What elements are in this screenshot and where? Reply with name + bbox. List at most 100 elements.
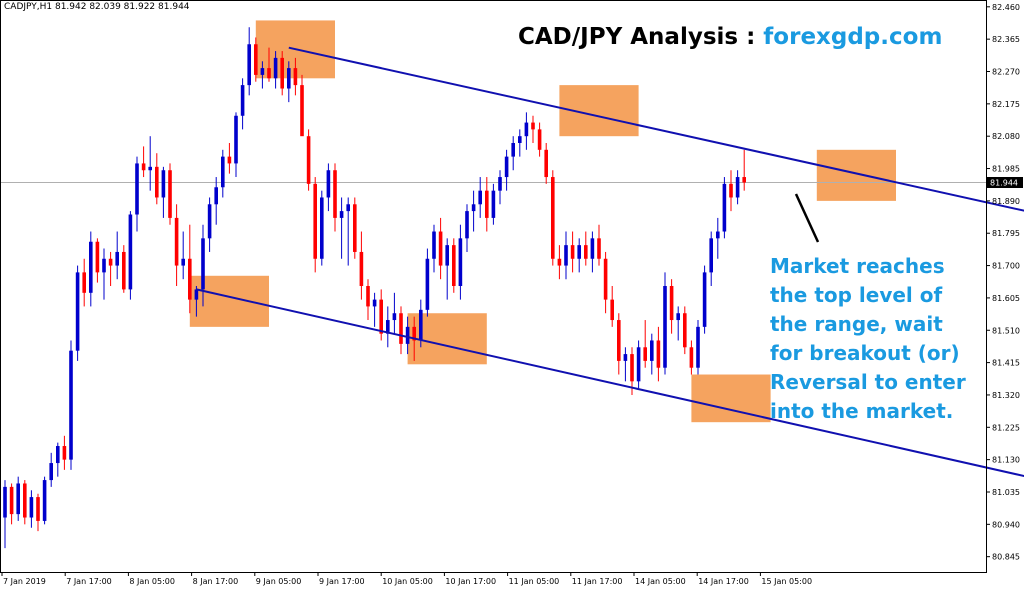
current-price-box	[987, 176, 1023, 188]
candle	[135, 156, 139, 232]
y-tick-label: 81.130	[992, 456, 1020, 465]
candle	[9, 483, 14, 525]
candle	[128, 211, 133, 300]
candle	[425, 248, 430, 317]
annotation-line: the top level of	[770, 283, 943, 307]
candle	[458, 224, 463, 300]
candle	[551, 170, 555, 266]
candle	[643, 320, 647, 368]
candle	[709, 231, 713, 286]
y-tick-label: 81.415	[992, 359, 1020, 368]
current-price-label: 81.944	[990, 178, 1018, 187]
candle	[465, 204, 469, 252]
candle	[372, 292, 377, 327]
candle	[273, 51, 278, 89]
candle	[742, 149, 746, 191]
y-tick-label: 81.795	[992, 229, 1020, 238]
candle	[36, 493, 40, 532]
trendlines	[196, 46, 1024, 478]
candle	[29, 490, 34, 528]
y-tick-label: 81.605	[992, 294, 1020, 303]
candle	[392, 292, 397, 334]
x-axis: 7 Jan 2019 7 Jan 17:00 8 Jan 05:00 8 Jan 17…	[1, 572, 812, 586]
candle	[729, 170, 733, 212]
candle	[62, 435, 67, 470]
candle	[524, 112, 529, 150]
candle	[326, 163, 331, 212]
candle	[161, 166, 166, 218]
candle	[379, 289, 383, 341]
y-tick-label: 80.940	[992, 520, 1020, 529]
candle	[696, 320, 700, 375]
candle	[201, 224, 205, 307]
candle	[511, 136, 515, 171]
candle	[95, 238, 100, 283]
annotation-line: the range, wait	[770, 312, 943, 336]
x-tick-label: 14 Jan 17:00	[698, 577, 749, 586]
candle	[141, 146, 146, 178]
candle	[16, 476, 20, 521]
y-tick-label: 82.460	[992, 3, 1020, 12]
candle	[557, 245, 562, 280]
candle	[287, 61, 291, 103]
y-tick-label: 81.225	[992, 423, 1020, 432]
candle	[181, 231, 185, 280]
annotation-line: Market reaches	[770, 254, 945, 278]
candle	[174, 204, 179, 286]
candle	[346, 197, 350, 266]
candle	[333, 163, 337, 232]
y-tick-label: 81.510	[992, 326, 1020, 335]
candle	[471, 190, 476, 232]
candle	[656, 326, 661, 382]
candle	[168, 163, 172, 225]
candle	[683, 306, 687, 355]
chart-headline: CAD/JPY Analysis : forexgdp.com	[518, 24, 942, 50]
candle	[75, 265, 80, 361]
candle	[267, 47, 271, 82]
candle	[603, 251, 608, 314]
candle	[544, 143, 548, 184]
candle	[636, 340, 641, 389]
candle	[564, 231, 568, 280]
candle	[3, 480, 7, 549]
candle	[42, 476, 47, 525]
candle	[669, 279, 674, 334]
candle	[432, 224, 436, 273]
candle	[590, 231, 595, 273]
trendline-upper	[288, 46, 1024, 212]
candle	[155, 153, 159, 205]
candle	[689, 340, 694, 375]
candle	[405, 316, 410, 355]
candle	[49, 452, 53, 487]
candle	[577, 238, 581, 273]
candle	[716, 217, 720, 259]
candle	[23, 480, 27, 525]
annotation-line: for breakout (or)	[770, 341, 960, 365]
x-tick-label: 11 Jan 05:00	[509, 577, 560, 586]
candle	[260, 61, 265, 89]
y-tick-label: 81.320	[992, 391, 1020, 400]
candle	[386, 306, 390, 348]
x-tick-label: 9 Jan 17:00	[319, 577, 365, 586]
candle	[122, 245, 126, 293]
candle	[452, 238, 456, 293]
candle	[610, 286, 614, 327]
symbol-info: CADJPY,H1 81.942 82.039 81.922 81.944	[4, 2, 190, 12]
candle	[353, 197, 357, 259]
headline-site: forexgdp.com	[763, 24, 943, 50]
annotation-arrow	[794, 193, 820, 243]
y-tick-label: 81.890	[992, 197, 1020, 206]
candle	[366, 279, 370, 321]
candle	[234, 112, 238, 178]
y-axis: 82.460 82.365 82.270 82.175 82.080 81.985 81.8…	[986, 3, 1020, 562]
candle	[214, 177, 218, 225]
candle	[570, 231, 575, 273]
candle	[359, 231, 364, 300]
annotation-line: into the market.	[770, 399, 954, 423]
x-tick-label: 15 Jan 05:00	[761, 577, 812, 586]
candle	[56, 442, 60, 477]
candle	[650, 333, 654, 375]
y-tick-label: 82.270	[992, 68, 1020, 77]
candle	[584, 231, 588, 266]
